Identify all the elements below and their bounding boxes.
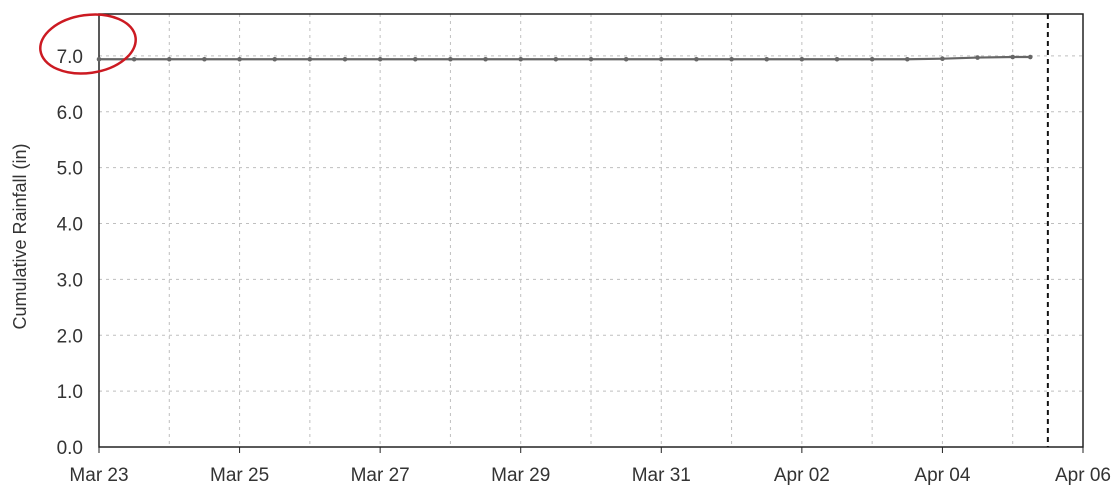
data-point	[202, 56, 207, 62]
data-point	[96, 56, 102, 62]
data-point	[166, 56, 172, 62]
data-point	[975, 55, 980, 60]
y-axis-title: Cumulative Rainfall (in)	[10, 143, 30, 329]
data-point	[131, 56, 137, 62]
plot-area	[98, 13, 1084, 448]
y-tick-label: 0.0	[57, 438, 83, 459]
y-tick-label: 2.0	[57, 326, 83, 347]
data-point	[623, 56, 629, 62]
data-point	[694, 56, 699, 62]
data-point	[940, 56, 945, 61]
data-point	[799, 56, 805, 62]
y-tick-label: 7.0	[57, 47, 83, 68]
data-point	[448, 56, 453, 62]
y-tick-label: 3.0	[57, 270, 83, 291]
x-tick-label: Apr 06	[1055, 465, 1111, 486]
data-point	[834, 56, 840, 62]
data-point	[869, 56, 875, 62]
data-point	[553, 56, 559, 62]
data-point	[307, 56, 313, 62]
data-point	[483, 56, 488, 62]
data-point	[518, 56, 524, 62]
series-layer	[96, 54, 1033, 62]
data-point	[1010, 54, 1016, 60]
data-point	[658, 56, 664, 62]
data-point	[1027, 54, 1033, 60]
data-point	[377, 56, 383, 62]
annotation-circle	[39, 13, 137, 75]
x-tick-label: Mar 31	[632, 465, 691, 486]
data-point	[272, 56, 278, 62]
data-point	[729, 56, 734, 62]
y-axis-ticks: 0.0 1.0 2.0 3.0 4.0 5.0 6.0 7.0	[57, 47, 83, 459]
x-tick-label: Apr 04	[914, 465, 970, 486]
y-tick-label: 4.0	[57, 215, 83, 236]
data-point	[764, 56, 770, 62]
data-point	[237, 56, 242, 62]
x-tick-label: Mar 27	[351, 465, 410, 486]
y-tick-label: 1.0	[57, 382, 83, 403]
x-tick-label: Apr 02	[774, 465, 830, 486]
series-line	[99, 55, 1031, 61]
data-point	[588, 56, 594, 62]
x-tick-label: Mar 23	[69, 465, 128, 486]
data-point	[904, 56, 910, 62]
y-tick-label: 5.0	[57, 159, 83, 180]
gridlines	[99, 14, 1083, 447]
data-point	[342, 56, 348, 62]
x-tick-label: Mar 29	[491, 465, 550, 486]
data-point	[412, 56, 418, 62]
x-axis-ticks: Mar 23 Mar 25 Mar 27 Mar 29 Mar 31 Apr 02 Apr …	[69, 447, 1111, 486]
y-tick-label: 6.0	[57, 103, 83, 124]
x-tick-label: Mar 25	[210, 465, 269, 486]
